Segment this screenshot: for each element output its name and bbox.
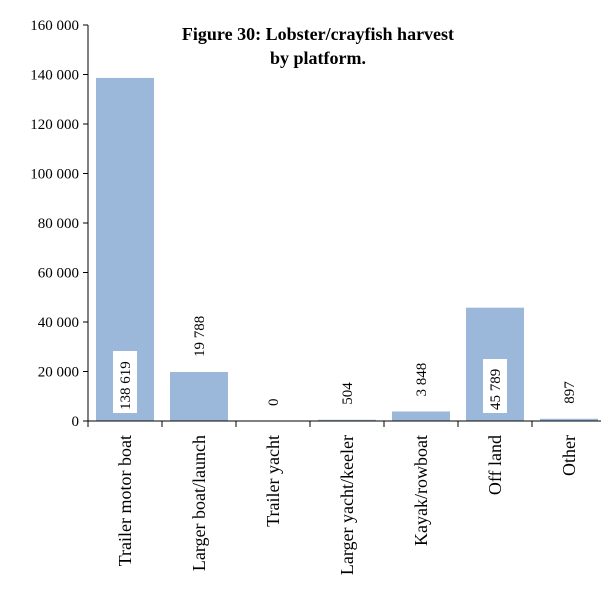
x-tick-label: Trailer yacht: [263, 435, 283, 527]
x-tick-label: Other: [559, 435, 579, 476]
data-label: 504: [340, 382, 356, 405]
y-tick-label: 160 000: [30, 18, 79, 34]
chart-title: Figure 30: Lobster/crayfish harvest by p…: [182, 24, 454, 68]
y-tick-label: 140 000: [30, 68, 79, 84]
data-label-box: [483, 359, 507, 413]
data-label-box: [113, 351, 137, 413]
y-tick-label: 60 000: [38, 266, 79, 282]
y-tick-label: 80 000: [38, 216, 79, 232]
data-labels-layer: 138 619 19 788 0 504 3 848 45 789 897: [113, 316, 578, 413]
chart-title-line-1: Figure 30: Lobster/crayfish harvest: [182, 24, 454, 44]
data-label: 19 788: [192, 316, 208, 357]
y-tick-label: 20 000: [38, 365, 79, 381]
data-label: 897: [562, 381, 578, 404]
y-tick-label: 0: [72, 414, 80, 430]
x-tick-label: Larger yacht/keeler: [337, 435, 357, 575]
data-label: 0: [266, 399, 282, 407]
x-axis: Trailer motor boat Larger boat/launch Trai…: [87, 420, 601, 575]
y-tick-label: 120 000: [30, 117, 79, 133]
x-tick-label: Kayak/rowboat: [411, 435, 431, 546]
x-tick-label: Trailer motor boat: [115, 435, 135, 566]
chart-title-line-2: by platform.: [270, 48, 366, 68]
bar: [392, 411, 450, 421]
x-tick-label: Larger boat/launch: [189, 435, 209, 571]
y-tick-label: 100 000: [30, 167, 79, 183]
data-label: 45 789: [488, 369, 504, 410]
data-label: 138 619: [118, 361, 134, 410]
y-tick-label: 40 000: [38, 315, 79, 331]
y-axis: 0 20 000 40 000 60 000 80 000 100 000 120 000 1…: [30, 18, 89, 430]
x-tick-label: Off land: [485, 435, 505, 495]
bar: [318, 419, 376, 421]
bars-layer: [96, 77, 598, 422]
bar: [540, 418, 598, 421]
bar: [170, 372, 228, 421]
data-label: 3 848: [414, 363, 430, 397]
